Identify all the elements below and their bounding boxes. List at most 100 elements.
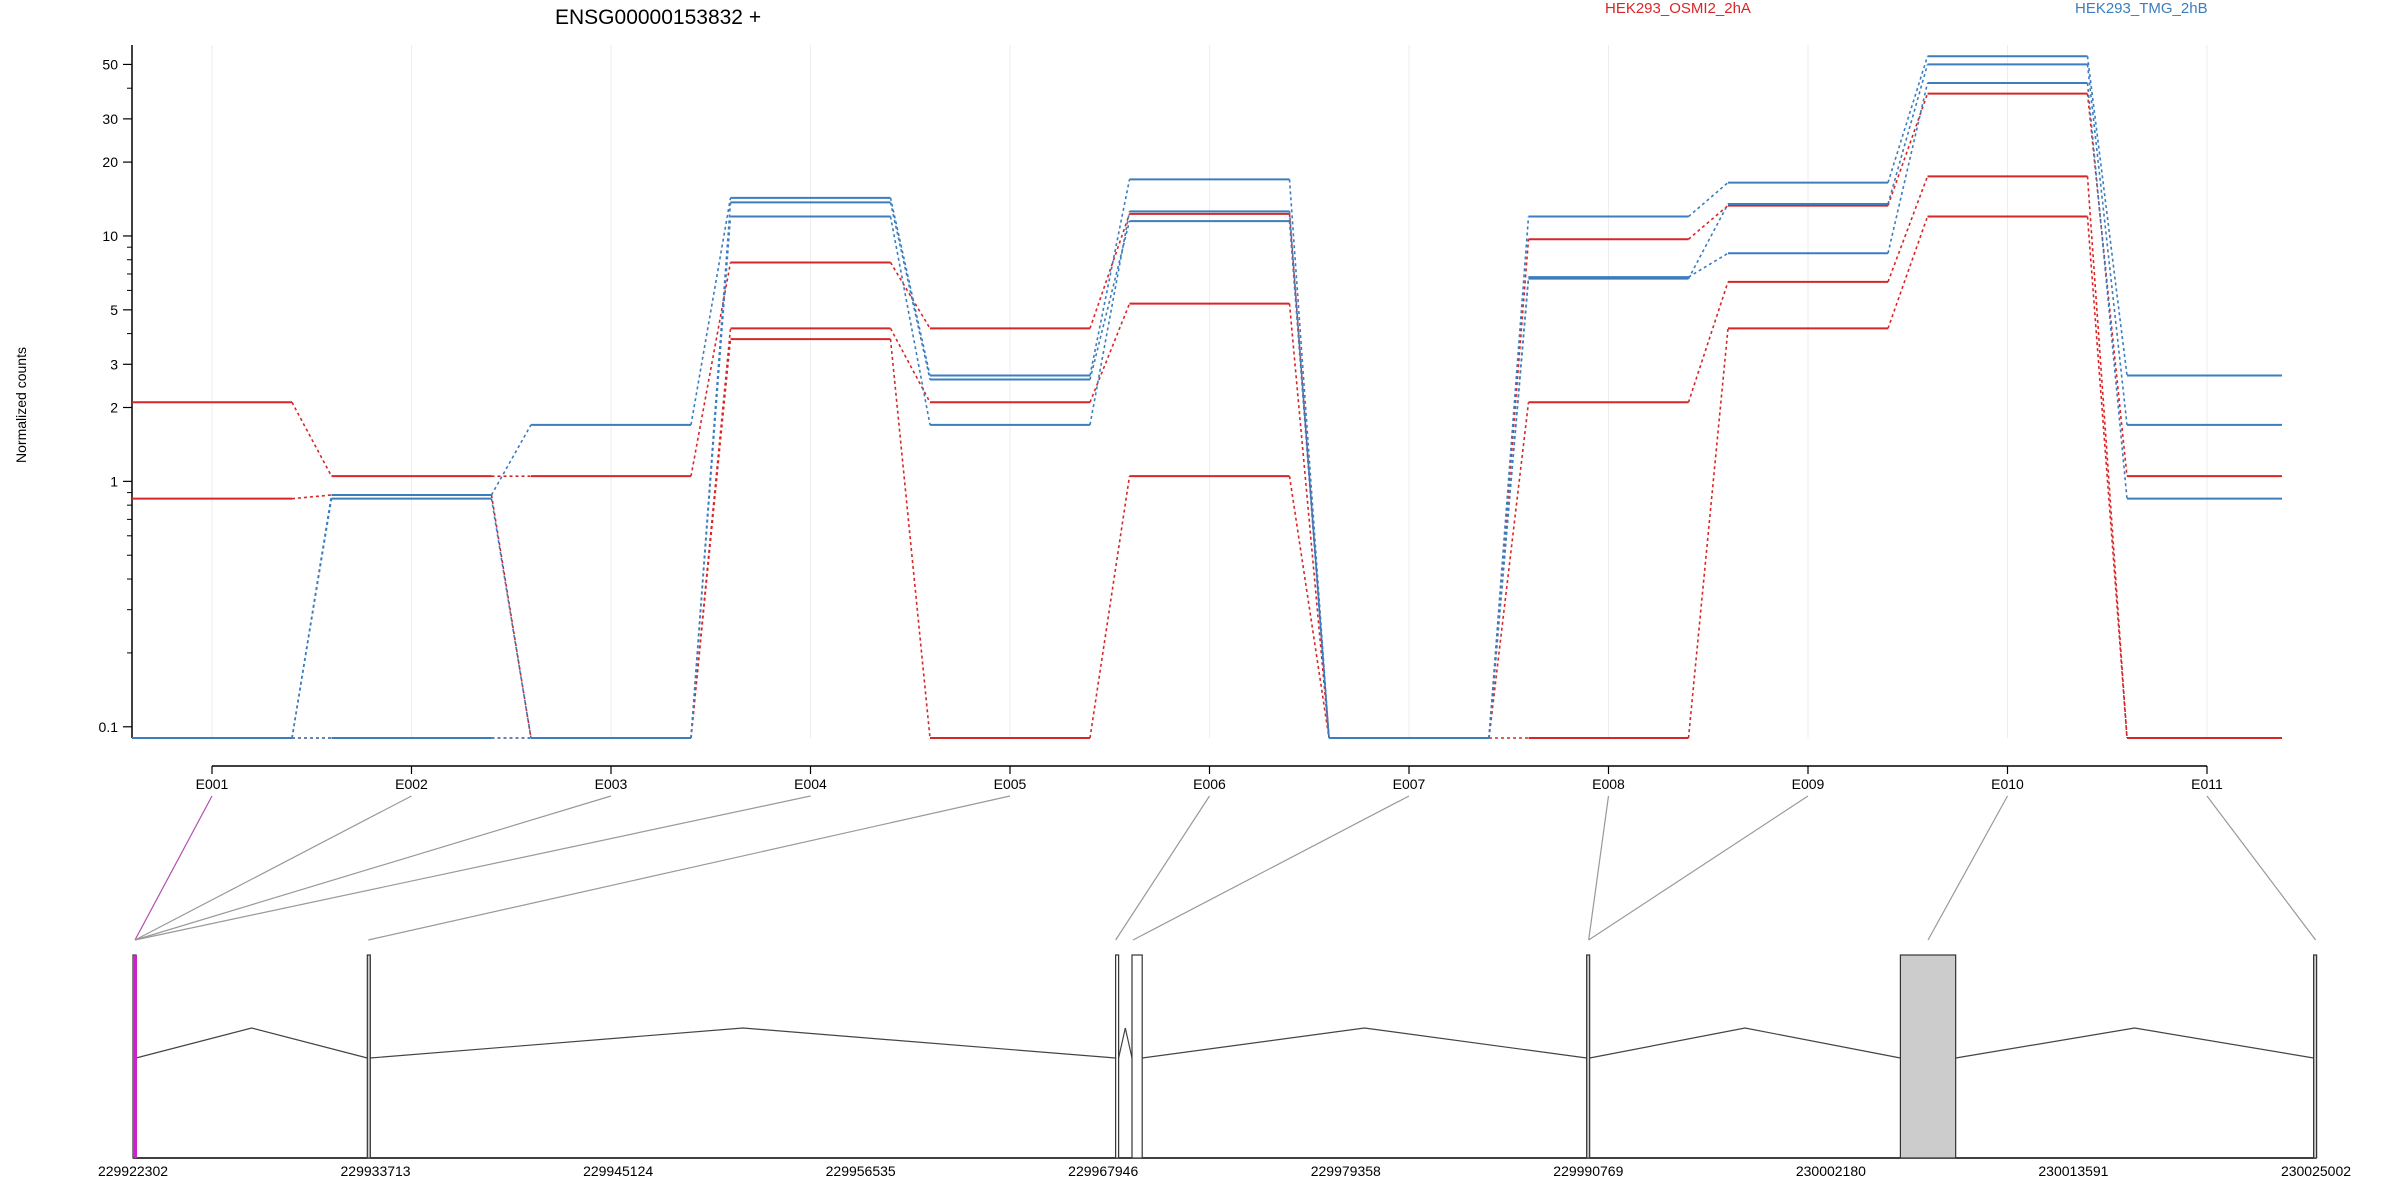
x-tick-label: E011 <box>2191 776 2223 792</box>
genomic-tick-label: 229922302 <box>98 1163 168 1179</box>
y-tick-label: 10 <box>102 228 118 244</box>
genomic-tick-label: 229979358 <box>1311 1163 1381 1179</box>
x-tick-label: E002 <box>395 776 428 792</box>
exon-link-line <box>368 795 1011 941</box>
y-tick-label: 50 <box>102 56 118 72</box>
exon-connector <box>1488 239 1530 739</box>
genomic-tick-label: 229967946 <box>1068 1163 1138 1179</box>
x-tick-label: E004 <box>794 776 827 792</box>
exon-connector <box>1887 64 1929 205</box>
exon-connector <box>2086 64 2128 425</box>
x-tick-label: E006 <box>1193 776 1226 792</box>
exon-connector <box>1288 303 1330 739</box>
exon-link-line <box>1132 795 1410 941</box>
axes-layer: 0.1 1 2 3 5 10 20 30 50 E001 E002 E003 E004 E005 E006 E… <box>99 45 2223 792</box>
exon-connector <box>490 424 532 496</box>
exon-connector <box>889 197 931 376</box>
intron-line <box>1118 1027 1133 1059</box>
exon-connector <box>1687 203 1729 280</box>
exon-connector <box>690 216 732 739</box>
exon-link-line <box>134 795 612 941</box>
x-tick-label: E009 <box>1792 776 1825 792</box>
exon-connector <box>490 494 532 739</box>
exon-connector <box>889 262 931 329</box>
exon-connector <box>1887 176 1929 283</box>
exon-connector <box>1089 476 1131 739</box>
exon-link-layer <box>134 795 2317 941</box>
x-tick-label: E008 <box>1592 776 1625 792</box>
exon-connector <box>291 494 332 500</box>
series-4 <box>132 63 2282 739</box>
exon-connector <box>690 339 732 739</box>
exon-link-line <box>1115 795 1211 941</box>
chart-title: ENSG00000153832 + <box>555 6 761 29</box>
exon-connector <box>690 262 732 477</box>
exon-connector <box>1089 211 1131 425</box>
gene-model: 229922302 229933713 229945124 229956535 2299… <box>98 954 2351 1179</box>
exon-link-line <box>134 795 811 941</box>
exon-connector <box>1288 476 1330 739</box>
series-1 <box>132 175 2282 739</box>
exon-connector <box>1687 328 1729 739</box>
exon-connector <box>1887 216 1929 329</box>
genomic-tick-label: 230025002 <box>2281 1163 2351 1179</box>
genomic-tick-label: 229933713 <box>341 1163 411 1179</box>
y-tick-label: 0.1 <box>99 719 119 735</box>
exon-connector <box>889 202 931 380</box>
exon-connector <box>1089 179 1131 376</box>
series-5 <box>132 82 2282 739</box>
exon-connector <box>1488 402 1530 739</box>
exon-connector <box>1089 213 1131 329</box>
series-layer <box>132 55 2282 739</box>
y-tick-label: 2 <box>110 399 118 415</box>
exon-link-line <box>2206 795 2317 941</box>
gene-exon-box <box>1131 954 1143 1159</box>
y-tick-label: 30 <box>102 111 118 127</box>
y-tick-label: 1 <box>110 473 118 489</box>
intron-line <box>1142 1027 1587 1059</box>
exon-link-line <box>1588 795 1610 941</box>
intron-line <box>1955 1027 2314 1059</box>
exon-connector <box>1887 55 1929 183</box>
y-tick-label: 3 <box>110 356 118 372</box>
gene-exon-box <box>2313 954 2318 1159</box>
series-0 <box>132 92 2282 739</box>
exon-connector <box>889 328 931 403</box>
y-axis-label: Normalized counts <box>13 347 29 463</box>
genomic-tick-label: 229956535 <box>826 1163 896 1179</box>
exon-connector <box>291 498 333 739</box>
exon-connector <box>2086 176 2128 739</box>
genomic-tick-label: 230013591 <box>2038 1163 2108 1179</box>
exon-link-line <box>134 795 213 941</box>
x-tick-label: E010 <box>1991 776 2024 792</box>
exon-connector <box>1089 220 1131 380</box>
gene-exon-box <box>1899 954 1957 1159</box>
exon-connector <box>2086 93 2128 477</box>
exon-connector <box>1687 181 1729 218</box>
exon-connector <box>1887 82 1929 254</box>
x-tick-label: E001 <box>196 776 229 792</box>
exon-connector <box>889 339 931 739</box>
genomic-tick-label: 229990769 <box>1553 1163 1623 1179</box>
legend-entry-osmi2: HEK293_OSMI2_2hA <box>1605 0 1751 17</box>
x-tick-label: E007 <box>1393 776 1426 792</box>
intron-line <box>135 1027 368 1059</box>
grid-layer <box>211 45 2208 738</box>
series-2 <box>132 215 2282 739</box>
y-tick-label: 20 <box>102 154 118 170</box>
exon-connector <box>1488 276 1530 739</box>
x-tick-label: E003 <box>595 776 628 792</box>
intron-line <box>1589 1027 1901 1059</box>
x-tick-label: E005 <box>994 776 1027 792</box>
gene-exon-box <box>366 954 371 1159</box>
genomic-tick-label: 229945124 <box>583 1163 653 1179</box>
gene-exon-box <box>1586 954 1591 1159</box>
legend-entry-tmg: HEK293_TMG_2hB <box>2075 0 2208 17</box>
gene-exon-box <box>1115 954 1120 1159</box>
exon-link-line <box>134 795 412 941</box>
exon-connector <box>1688 252 1729 278</box>
intron-line <box>370 1027 1116 1059</box>
exon-connector <box>690 197 732 425</box>
exon-connector <box>291 401 333 477</box>
